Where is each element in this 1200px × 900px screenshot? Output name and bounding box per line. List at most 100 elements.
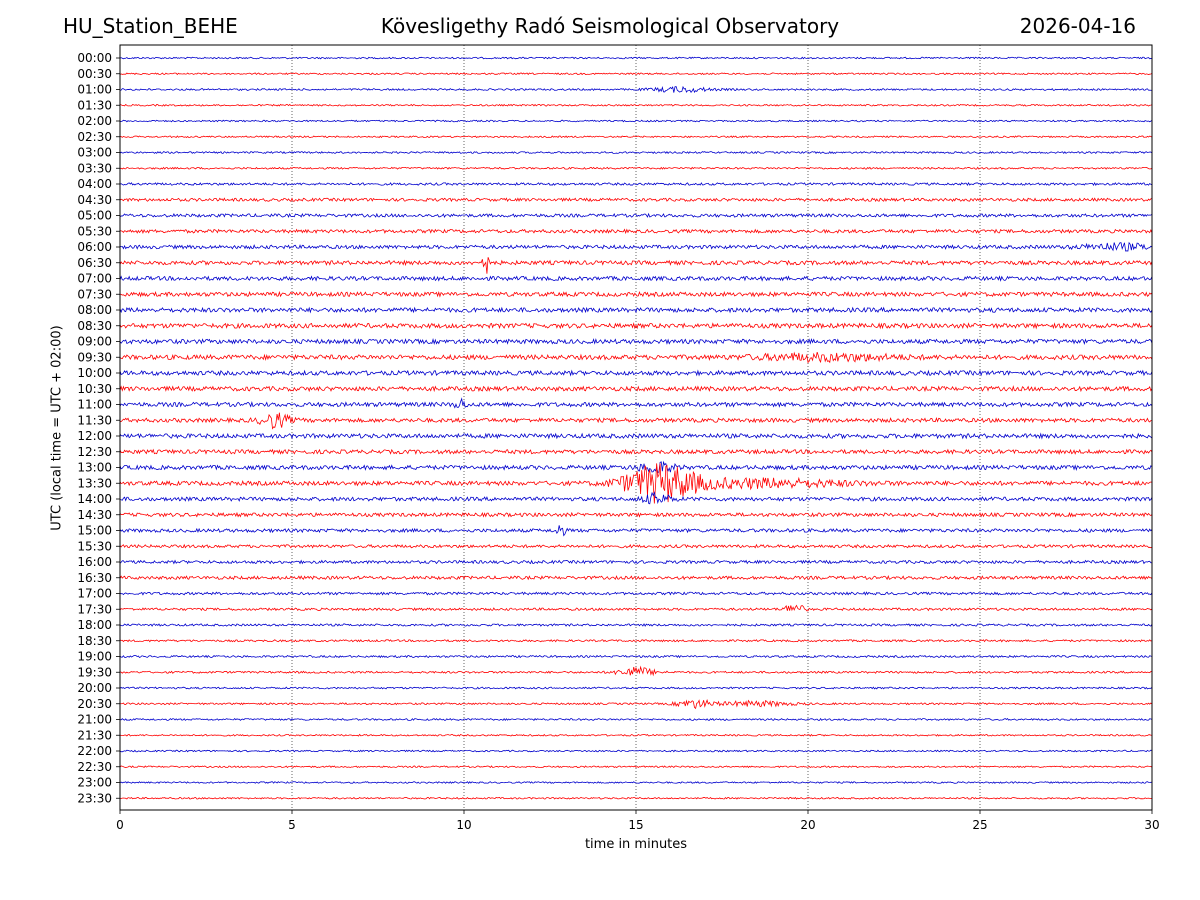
station-title: HU_Station_BEHE bbox=[63, 14, 238, 38]
trace-1800 bbox=[119, 623, 1153, 627]
y-tick-label: 18:00 bbox=[77, 618, 112, 632]
x-tick-label: 5 bbox=[288, 818, 296, 832]
trace-0000 bbox=[119, 56, 1153, 60]
trace-0030 bbox=[119, 72, 1153, 76]
y-tick-label: 22:00 bbox=[77, 744, 112, 758]
trace-2230 bbox=[119, 765, 1153, 769]
y-tick-label: 17:00 bbox=[77, 587, 112, 601]
y-tick-label: 08:30 bbox=[77, 319, 112, 333]
y-tick-label: 00:00 bbox=[77, 51, 112, 65]
trace-1630 bbox=[119, 575, 1153, 581]
y-tick-label: 20:30 bbox=[77, 697, 112, 711]
trace-1930 bbox=[119, 665, 1153, 677]
trace-0830 bbox=[119, 322, 1153, 330]
trace-1730 bbox=[119, 604, 1153, 612]
y-tick-label: 03:00 bbox=[77, 146, 112, 160]
trace-0700 bbox=[119, 275, 1153, 282]
y-tick-label: 16:00 bbox=[77, 555, 112, 569]
trace-0200 bbox=[119, 119, 1153, 123]
x-axis-label: time in minutes bbox=[584, 837, 688, 852]
x-tick-label: 25 bbox=[972, 818, 987, 832]
x-tick-label: 20 bbox=[800, 818, 815, 832]
y-tick-label: 11:30 bbox=[77, 413, 112, 427]
trace-0630 bbox=[119, 257, 1153, 274]
trace-1600 bbox=[119, 559, 1153, 565]
y-tick-label: 11:00 bbox=[77, 398, 112, 412]
y-tick-label: 23:30 bbox=[77, 791, 112, 805]
y-axis-label: UTC (local time = UTC + 02:00) bbox=[49, 325, 65, 531]
trace-2000 bbox=[119, 686, 1153, 690]
trace-0230 bbox=[119, 135, 1153, 139]
trace-0930 bbox=[119, 351, 1153, 364]
trace-2130 bbox=[119, 733, 1153, 737]
trace-2300 bbox=[119, 781, 1153, 784]
y-tick-label: 02:00 bbox=[77, 114, 112, 128]
trace-1500 bbox=[119, 525, 1153, 537]
observatory-title: Kövesligethy Radó Seismological Observat… bbox=[380, 14, 840, 38]
x-tick-label: 10 bbox=[456, 818, 471, 832]
y-tick-label: 12:00 bbox=[77, 429, 112, 443]
x-tick-label: 15 bbox=[628, 818, 643, 832]
y-tick-label: 19:00 bbox=[77, 650, 112, 664]
trace-1830 bbox=[119, 639, 1153, 643]
y-tick-label: 04:30 bbox=[77, 193, 112, 207]
trace-1430 bbox=[119, 511, 1153, 518]
y-tick-label: 07:30 bbox=[77, 287, 112, 301]
y-tick-label: 06:30 bbox=[77, 256, 112, 270]
date-title: 2026-04-16 bbox=[1019, 14, 1136, 38]
trace-0530 bbox=[119, 228, 1153, 235]
trace-0300 bbox=[119, 150, 1153, 155]
trace-0100 bbox=[119, 85, 1153, 93]
trace-1700 bbox=[119, 591, 1153, 596]
y-tick-label: 22:30 bbox=[77, 760, 112, 774]
trace-0600 bbox=[119, 241, 1153, 252]
y-tick-label: 21:30 bbox=[77, 728, 112, 742]
trace-1130 bbox=[119, 412, 1153, 430]
y-tick-label: 05:00 bbox=[77, 209, 112, 223]
y-tick-label: 19:30 bbox=[77, 665, 112, 679]
y-tick-label: 09:00 bbox=[77, 335, 112, 349]
trace-1200 bbox=[119, 432, 1153, 440]
trace-0730 bbox=[119, 290, 1153, 298]
y-tick-label: 14:30 bbox=[77, 508, 112, 522]
trace-1530 bbox=[119, 543, 1153, 549]
y-tick-label: 12:30 bbox=[77, 445, 112, 459]
trace-2330 bbox=[119, 796, 1153, 800]
y-tick-label: 15:00 bbox=[77, 524, 112, 538]
y-tick-label: 02:30 bbox=[77, 130, 112, 144]
y-tick-label: 00:30 bbox=[77, 67, 112, 81]
trace-2100 bbox=[119, 717, 1153, 722]
trace-1300 bbox=[119, 460, 1153, 474]
trace-0400 bbox=[119, 181, 1153, 187]
y-tick-label: 20:00 bbox=[77, 681, 112, 695]
trace-0130 bbox=[119, 103, 1153, 107]
y-tick-label: 14:00 bbox=[77, 492, 112, 506]
y-tick-label: 13:00 bbox=[77, 461, 112, 475]
trace-1100 bbox=[119, 397, 1153, 409]
trace-0430 bbox=[119, 197, 1153, 203]
trace-0330 bbox=[119, 166, 1153, 170]
y-tick-label: 16:30 bbox=[77, 571, 112, 585]
trace-0800 bbox=[119, 306, 1153, 314]
y-tick-label: 09:30 bbox=[77, 350, 112, 364]
y-tick-label: 01:30 bbox=[77, 98, 112, 112]
y-tick-label: 01:00 bbox=[77, 83, 112, 97]
trace-1000 bbox=[119, 369, 1153, 377]
y-tick-label: 18:30 bbox=[77, 634, 112, 648]
trace-1400 bbox=[119, 491, 1153, 505]
y-tick-label: 10:30 bbox=[77, 382, 112, 396]
y-tick-label: 04:00 bbox=[77, 177, 112, 191]
y-tick-label: 13:30 bbox=[77, 476, 112, 490]
trace-1330 bbox=[119, 463, 1153, 504]
trace-0500 bbox=[119, 212, 1153, 219]
trace-0900 bbox=[119, 338, 1153, 345]
y-tick-label: 07:00 bbox=[77, 272, 112, 286]
y-tick-label: 21:00 bbox=[77, 713, 112, 727]
y-tick-label: 10:00 bbox=[77, 366, 112, 380]
y-tick-label: 05:30 bbox=[77, 224, 112, 238]
x-tick-label: 30 bbox=[1144, 818, 1159, 832]
y-tick-label: 17:30 bbox=[77, 602, 112, 616]
trace-1030 bbox=[119, 385, 1153, 393]
y-tick-label: 03:30 bbox=[77, 161, 112, 175]
